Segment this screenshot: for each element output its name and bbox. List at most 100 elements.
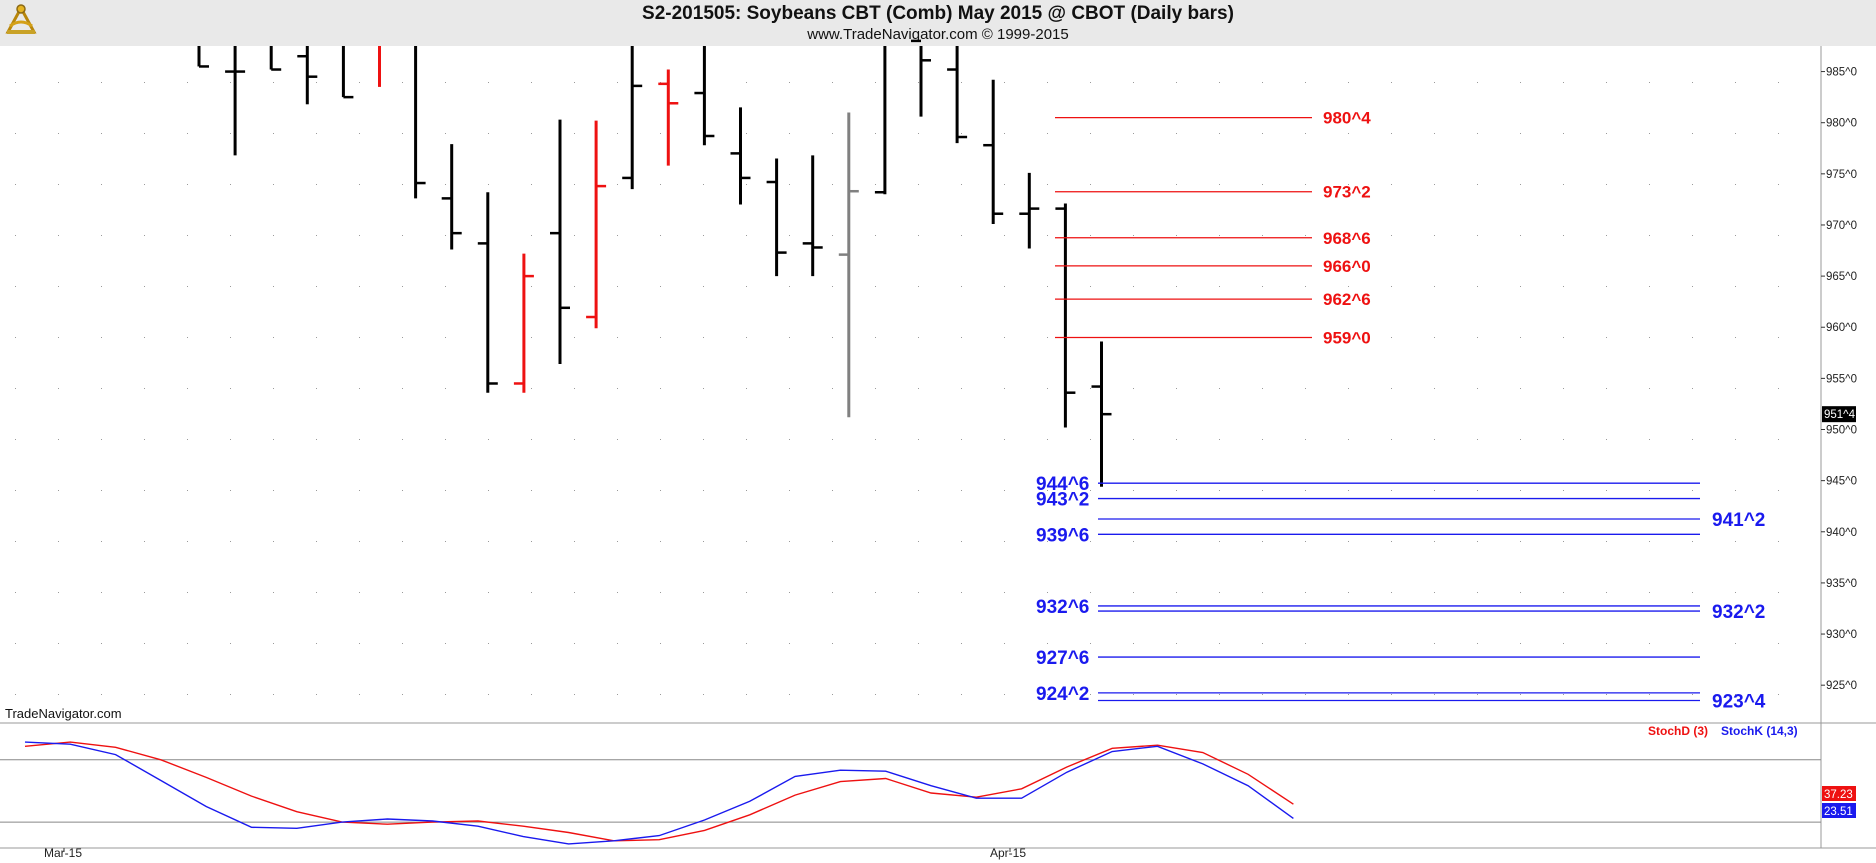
grid-dot [1219,133,1220,134]
grid-dot [1778,592,1779,593]
grid-dot [531,184,532,185]
grid-dot [359,541,360,542]
grid-dot [273,643,274,644]
grid-dot [273,286,274,287]
grid-dot [918,490,919,491]
grid-dot [1563,592,1564,593]
grid-dot [1219,694,1220,695]
grid-dot [574,286,575,287]
stochd-line [24,741,1294,842]
grid-dot [961,184,962,185]
grid-dot [1649,235,1650,236]
grid-dot [918,235,919,236]
grid-dot [617,388,618,389]
grid-dot [1477,184,1478,185]
grid-dot [789,133,790,134]
resistance-label: 980^4 [1323,109,1371,128]
grid-dot [660,439,661,440]
grid-dot [101,337,102,338]
grid-dot [703,235,704,236]
grid-dot [1735,133,1736,134]
grid-dot [746,592,747,593]
grid-dot [187,592,188,593]
grid-dot [1305,490,1306,491]
grid-dot [273,184,274,185]
grid-dot [1520,286,1521,287]
grid-dot [230,184,231,185]
grid-dot [15,592,16,593]
grid-dot [1004,337,1005,338]
grid-dot [1606,133,1607,134]
grid-dot [1692,286,1693,287]
grid-dot [187,643,188,644]
y-tick-label: 975^0 [1826,169,1857,181]
grid-dot [1090,694,1091,695]
grid-dot [1348,541,1349,542]
grid-dot [1563,184,1564,185]
x-tick-label: Mar-15 [44,846,82,860]
grid-dot [574,439,575,440]
grid-dot [402,82,403,83]
grid-dot [1133,592,1134,593]
grid-dot [15,337,16,338]
y-tick-label: 980^0 [1826,118,1857,130]
grid-dot [961,643,962,644]
grid-dot [832,592,833,593]
grid-dot [402,694,403,695]
grid-dot [1778,184,1779,185]
grid-dot [1520,592,1521,593]
grid-dot [1735,490,1736,491]
grid-dot [1348,184,1349,185]
support-label: 939^6 [1036,525,1089,546]
grid-dot [1434,439,1435,440]
grid-dot [531,490,532,491]
support-label: 941^2 [1712,510,1765,531]
grid-dot [789,541,790,542]
grid-dot [1520,439,1521,440]
grid-dot [1735,388,1736,389]
grid-dot [1176,694,1177,695]
grid-dot [1735,235,1736,236]
grid-dot [1090,133,1091,134]
grid-dot [1477,643,1478,644]
grid-dot [230,82,231,83]
grid-dot [1434,490,1435,491]
grid-dot [1649,133,1650,134]
grid-dot [187,235,188,236]
grid-dot [617,82,618,83]
grid-dot [1606,643,1607,644]
grid-dot [445,286,446,287]
grid-dot [1477,133,1478,134]
grid-dot [1090,541,1091,542]
grid-dot [1262,490,1263,491]
grid-dot [703,694,704,695]
y-tick-label: 930^0 [1826,629,1857,641]
grid-dot [961,388,962,389]
grid-dot [617,337,618,338]
grid-dot [660,184,661,185]
grid-dot [144,133,145,134]
grid-dot [15,82,16,83]
grid-dot [1692,388,1693,389]
grid-dot [1047,133,1048,134]
grid-dot [187,337,188,338]
grid-dot [316,133,317,134]
grid-dot [1004,82,1005,83]
grid-dot [445,694,446,695]
grid-dot [1305,643,1306,644]
grid-dot [316,286,317,287]
support-label: 927^6 [1036,648,1089,669]
grid-dot [144,694,145,695]
y-tick-label: 965^0 [1826,271,1857,283]
grid-dot [230,490,231,491]
grid-dot [1520,643,1521,644]
grid-dot [1391,643,1392,644]
grid-dot [1606,184,1607,185]
grid-dot [101,490,102,491]
grid-dot [316,184,317,185]
grid-dot [1477,337,1478,338]
grid-dot [1004,388,1005,389]
grid-dot [1133,388,1134,389]
grid-dot [1649,643,1650,644]
grid-dot [1348,337,1349,338]
